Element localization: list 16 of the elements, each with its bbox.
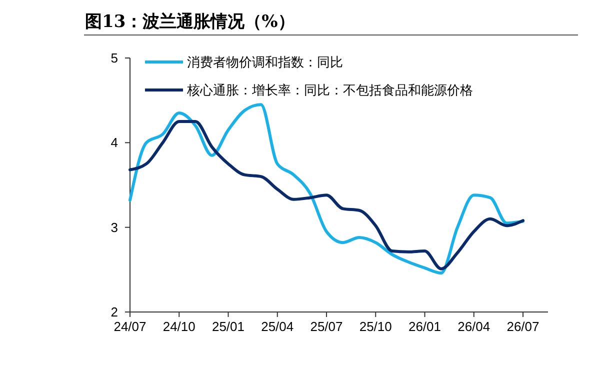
chart-title: 图13：波兰通胀情况（%） [85, 12, 295, 32]
x-tick-label: 25/01 [212, 319, 245, 334]
y-tick-label: 2 [110, 304, 118, 320]
y-tick-label: 5 [110, 50, 118, 66]
y-tick-label: 4 [110, 135, 118, 150]
x-tick-label: 26/01 [408, 319, 442, 334]
legend-label: 核心通胀：增长率：同比：不包括食品和能源价格 [186, 82, 473, 99]
x-tick-label: 26/04 [458, 319, 490, 334]
y-tick-label: 3 [110, 220, 118, 235]
legend-label: 消费者物价调和指数：同比 [187, 56, 343, 71]
x-tick-label: 24/07 [114, 319, 146, 334]
x-tick-label: 24/10 [162, 319, 196, 334]
x-tick-label: 26/07 [506, 319, 540, 334]
x-tick-label: 25/07 [310, 319, 343, 334]
x-tick-label: 25/10 [359, 319, 392, 334]
x-tick-label: 25/04 [261, 319, 294, 334]
